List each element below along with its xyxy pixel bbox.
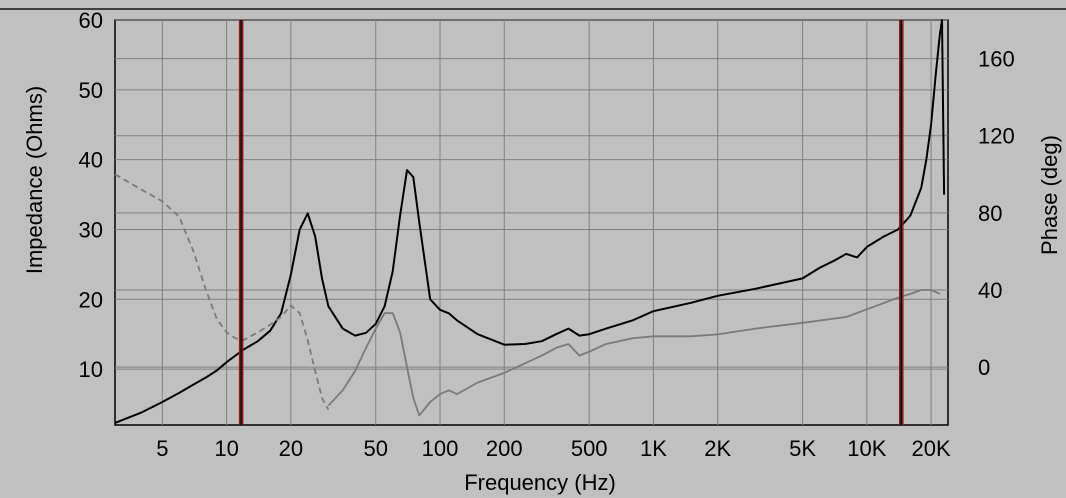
phase-series-line-2	[327, 289, 941, 417]
grid	[115, 19, 948, 425]
x-tick-label-5: 200	[486, 436, 523, 461]
x-tick-label-3: 50	[364, 436, 388, 461]
x-tick-label-7: 1K	[640, 436, 667, 461]
x-axis-title: Frequency (Hz)	[464, 470, 616, 495]
y2-tick-label-4: 160	[978, 47, 1015, 72]
y2-tick-label-1: 40	[978, 278, 1002, 303]
phase-series-line-1	[114, 173, 330, 411]
x-tick-label-11: 20K	[912, 436, 951, 461]
x-tick-labels: 5 10 20 50 100 200 500 1K 2K 5K 10K 20K	[156, 436, 951, 461]
y2-tick-labels: 0 40 80 120 160	[978, 47, 1015, 381]
y-tick-label-2: 30	[79, 217, 103, 242]
y-tick-label-1: 20	[79, 287, 103, 312]
y-tick-label-0: 10	[79, 357, 103, 382]
y-axis-title: Impedance (Ohms)	[22, 86, 47, 274]
x-tick-label-1: 10	[214, 436, 238, 461]
y-tick-label-4: 50	[79, 78, 103, 103]
y2-tick-label-2: 80	[978, 201, 1002, 226]
impedance-series-line-0	[114, 19, 946, 424]
y2-tick-label-3: 120	[978, 124, 1015, 149]
x-tick-label-8: 2K	[704, 436, 731, 461]
x-tick-label-0: 5	[156, 436, 168, 461]
y2-axis-title: Phase (deg)	[1037, 135, 1062, 255]
plot-area	[114, 19, 949, 426]
x-tick-label-2: 20	[279, 436, 303, 461]
series-group	[114, 19, 946, 424]
marker-lines	[238, 20, 904, 425]
x-tick-label-9: 5K	[789, 436, 816, 461]
y-tick-label-5: 60	[79, 8, 103, 33]
x-tick-label-4: 100	[422, 436, 459, 461]
x-tick-label-6: 500	[571, 436, 608, 461]
x-tick-label-10: 10K	[847, 436, 886, 461]
y-tick-labels: 10 20 30 40 50 60	[79, 8, 103, 382]
y2-tick-label-0: 0	[978, 355, 990, 380]
y-tick-label-3: 40	[79, 148, 103, 173]
